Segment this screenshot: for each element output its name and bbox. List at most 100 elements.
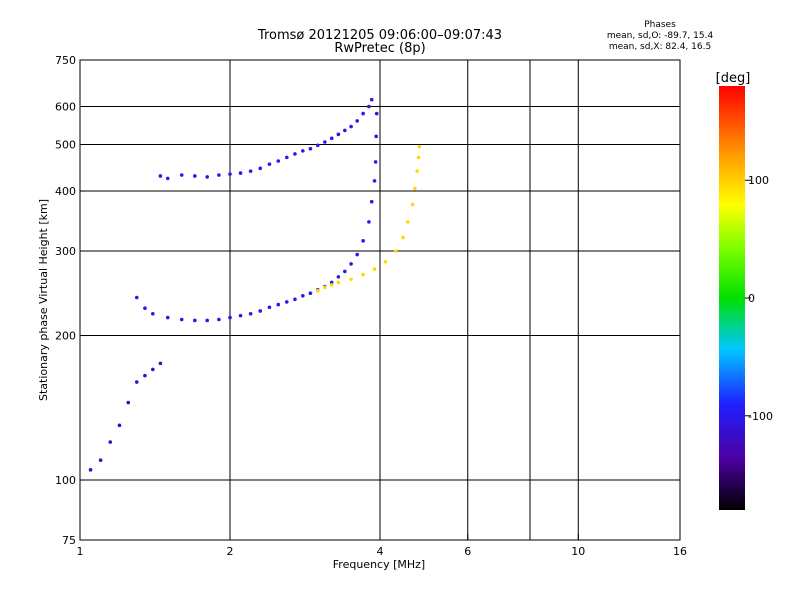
data-point [336,132,341,137]
x-tick-label: 16 [673,545,687,558]
data-point [329,136,334,141]
data-point [293,152,297,156]
y-tick-label: 400 [55,185,76,198]
data-point [373,160,378,164]
data-point [284,155,289,160]
data-point [372,267,377,271]
data-point [329,283,334,287]
gridlines [80,60,680,540]
data-point [369,97,374,102]
data-point [276,302,281,307]
data-point [308,291,313,296]
data-point [336,280,341,285]
data-point [238,171,243,175]
data-point [143,306,147,311]
data-point [179,317,184,322]
plot-frame [79,59,681,541]
data-point [217,173,221,177]
data-point [349,262,353,266]
colorbar-tick-label: 100 [748,174,769,187]
y-tick-label: 75 [62,534,76,547]
y-tick-label: 100 [55,474,76,487]
data-point [367,220,371,224]
data-point [151,367,155,372]
colorbar-unit-label: [deg] [716,71,751,86]
data-point [349,277,353,282]
y-axis-label: Stationary phase Virtual Height [km] [37,199,50,401]
colorbar-tick-label: -100 [748,410,773,423]
y-tick-label: 750 [55,54,76,67]
colorbar [719,86,745,510]
data-point [258,309,263,313]
data-point [416,155,421,160]
data-point [372,179,377,183]
x-tick-label: 6 [464,545,471,558]
phases-summary: Phases mean, sd,O: -89.7, 15.4 mean, sd,… [600,20,720,53]
data-point [126,400,131,405]
data-point [193,318,197,323]
data-point [158,361,163,366]
data-point [258,166,263,171]
data-point [179,173,184,177]
data-point [248,311,253,316]
data-point [293,297,297,302]
data-point [151,311,155,316]
chart-subtitle: RwPretec (8p) [334,41,426,56]
x-tick-label: 1 [77,545,84,558]
data-point [117,423,122,428]
phases-heading: Phases [644,20,676,30]
y-tick-label: 500 [55,139,76,152]
data-point [323,140,327,144]
colorbar-ticks: 100 0 -100 [745,174,773,423]
y-tick-label: 300 [55,245,76,258]
data-point [343,269,347,274]
data-point [417,144,422,149]
data-point [336,275,341,279]
x-axis-label: Frequency [MHz] [333,558,425,571]
data-point [315,288,320,293]
x-tick-label: 4 [377,545,384,558]
y-tick-label: 600 [55,101,76,114]
data-point [267,162,272,166]
data-point [374,111,379,116]
x-tick-label: 2 [227,545,234,558]
data-point [383,259,388,264]
data-point [158,174,163,178]
colorbar-tick-label: 0 [748,292,755,305]
data-point [349,124,353,129]
data-point [301,149,305,153]
data-point [143,373,147,378]
phases-o-mode: mean, sd,O: -89.7, 15.4 [606,31,714,41]
data-point [238,313,243,318]
data-point [108,440,113,444]
data-point [401,235,405,240]
data-point [361,239,365,243]
data-point [393,249,398,253]
data-point [284,300,289,304]
data-point [134,380,139,384]
data-point [217,317,221,322]
phases-x-mode: mean, sd,X: 82.4, 16.5 [608,42,712,52]
data-point [98,458,103,462]
data-point [343,128,347,133]
data-point [88,468,93,472]
data-point [355,119,359,123]
data-point [308,146,313,151]
data-point [367,104,371,109]
data-point [301,293,305,298]
data-point [276,159,281,163]
axis-ticks: 1 2 4 6 10 16 75 100 200 300 400 500 600 750 [55,54,687,558]
data-point [165,176,170,181]
x-tick-label: 10 [571,545,585,558]
data-point [361,111,365,116]
data-point [410,202,415,207]
data-point [361,272,365,277]
data-point [323,285,327,290]
data-point [134,295,139,300]
data-point [406,220,410,224]
data-point [315,143,320,148]
data-point [374,134,378,139]
data-point [355,252,359,257]
data-point [228,172,232,176]
